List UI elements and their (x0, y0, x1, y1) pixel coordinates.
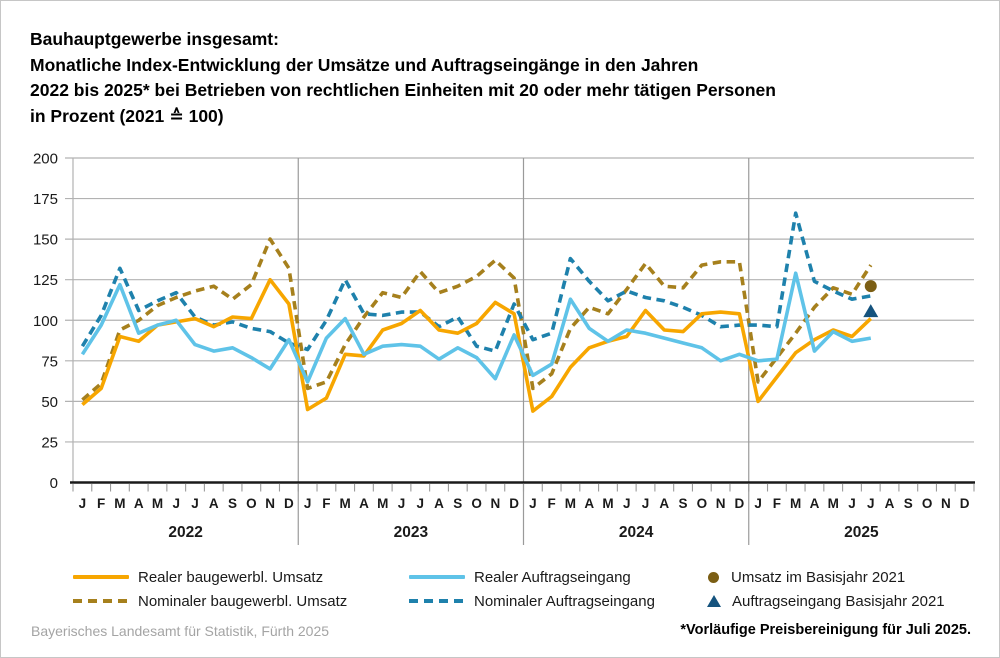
footnote: *Vorläufige Preisbereinigung für Juli 20… (680, 622, 971, 638)
title-line-4: in Prozent (2021 ≙ 100) (30, 105, 224, 126)
marker-umsatz-basisjahr-dot (864, 280, 877, 293)
month-label: J (623, 496, 631, 511)
month-label: O (922, 496, 933, 511)
series-realer-baugewerbl-umsatz (81, 277, 873, 413)
month-label: N (265, 496, 275, 511)
year-label-2025: 2025 (844, 524, 879, 541)
month-label: A (359, 496, 369, 511)
year-label-2022: 2022 (168, 524, 202, 541)
legend-item-umsatz-basisjahr: Umsatz im Basisjahr 2021 (702, 568, 905, 586)
month-label: M (790, 496, 801, 511)
y-axis-label-25: 25 (41, 434, 58, 451)
legend-item-auftragseingang-basisjahr: Auftragseingang Basisjahr 2021 (702, 592, 945, 610)
marker-auftragseingang-basisjahr-triangle (863, 304, 879, 318)
legend-dot-icon (708, 571, 719, 583)
month-label: J (867, 496, 875, 511)
month-label: O (697, 496, 708, 511)
chart-title: Bauhauptgewerbe insgesamt: Monatliche In… (30, 27, 776, 129)
month-label: M (828, 496, 839, 511)
month-label: J (304, 496, 312, 511)
legend-item-nominal-auftragseingang: Nominaler Auftragseingang (409, 592, 655, 610)
month-label: S (228, 496, 237, 511)
month-label: D (734, 496, 744, 511)
month-label: J (642, 496, 650, 511)
year-label-2023: 2023 (394, 524, 429, 541)
month-label: J (398, 496, 406, 511)
month-label: J (172, 496, 180, 511)
y-axis-label-125: 125 (33, 272, 58, 289)
month-label: M (565, 496, 576, 511)
y-axis-label-50: 50 (41, 394, 58, 411)
month-label: F (97, 496, 105, 511)
month-label: M (377, 496, 388, 511)
month-label: J (529, 496, 537, 511)
month-label: J (417, 496, 425, 511)
month-label: F (773, 496, 781, 511)
month-label: A (885, 496, 895, 511)
year-label-2024: 2024 (619, 524, 654, 541)
month-label: D (284, 496, 294, 511)
month-label: O (246, 496, 257, 511)
month-label: O (471, 496, 482, 511)
legend-item-real-auftragseingang: Realer Auftragseingang (409, 568, 631, 586)
legend-line-icon (73, 575, 129, 579)
y-axis-label-150: 150 (33, 232, 58, 249)
legend-dashed-line-icon (73, 599, 129, 603)
month-label: N (490, 496, 500, 511)
month-label: A (810, 496, 820, 511)
legend-line-icon (409, 575, 465, 579)
source-attribution: Bayerisches Landesamt für Statistik, Für… (31, 623, 330, 639)
month-label: F (322, 496, 330, 511)
legend-item-real-umsatz: Realer baugewerbl. Umsatz (73, 568, 323, 586)
month-label: M (602, 496, 613, 511)
series-nominaler-auftragseingang (80, 211, 872, 353)
month-label: J (754, 496, 762, 511)
month-label: F (548, 496, 556, 511)
legend-label: Umsatz im Basisjahr 2021 (731, 568, 906, 586)
month-label: J (191, 496, 199, 511)
title-line-1: Bauhauptgewerbe insgesamt: (30, 29, 279, 49)
series-realer-auftragseingang (80, 271, 872, 384)
month-label: J (79, 496, 87, 511)
legend-label: Nominaler Auftragseingang (474, 592, 655, 610)
y-axis-label-100: 100 (33, 313, 58, 330)
month-label: A (584, 496, 594, 511)
y-axis-label-75: 75 (41, 353, 58, 370)
month-label: S (453, 496, 462, 511)
legend-label: Nominaler baugewerbl. Umsatz (138, 592, 348, 610)
month-label: D (960, 496, 970, 511)
month-label: A (134, 496, 144, 511)
y-axis-label-175: 175 (33, 191, 58, 208)
legend-label: Realer Auftragseingang (474, 568, 631, 586)
y-axis-label-0: 0 (50, 475, 58, 492)
month-label: S (679, 496, 688, 511)
month-label: N (716, 496, 726, 511)
month-label: S (904, 496, 913, 511)
y-axis-label-200: 200 (33, 151, 58, 168)
month-label: M (340, 496, 351, 511)
legend-item-nominal-umsatz: Nominaler baugewerbl. Umsatz (73, 592, 347, 610)
legend-triangle-icon (707, 595, 721, 607)
title-line-2: Monatliche Index-Entwicklung der Umsätze… (30, 54, 699, 75)
month-label: J (848, 496, 856, 511)
month-label: M (152, 496, 163, 511)
month-label: A (209, 496, 219, 511)
series-nominaler-baugewerbl-umsatz (81, 237, 873, 402)
month-label: M (114, 496, 125, 511)
legend-dashed-line-icon (409, 599, 465, 603)
legend-label: Realer baugewerbl. Umsatz (138, 568, 324, 586)
legend-label: Auftragseingang Basisjahr 2021 (732, 592, 945, 610)
month-label: A (659, 496, 669, 511)
title-line-3: 2022 bis 2025* bei Betrieben von rechtli… (30, 80, 776, 100)
month-label: A (434, 496, 444, 511)
month-label: N (941, 496, 951, 511)
month-label: D (509, 496, 519, 511)
